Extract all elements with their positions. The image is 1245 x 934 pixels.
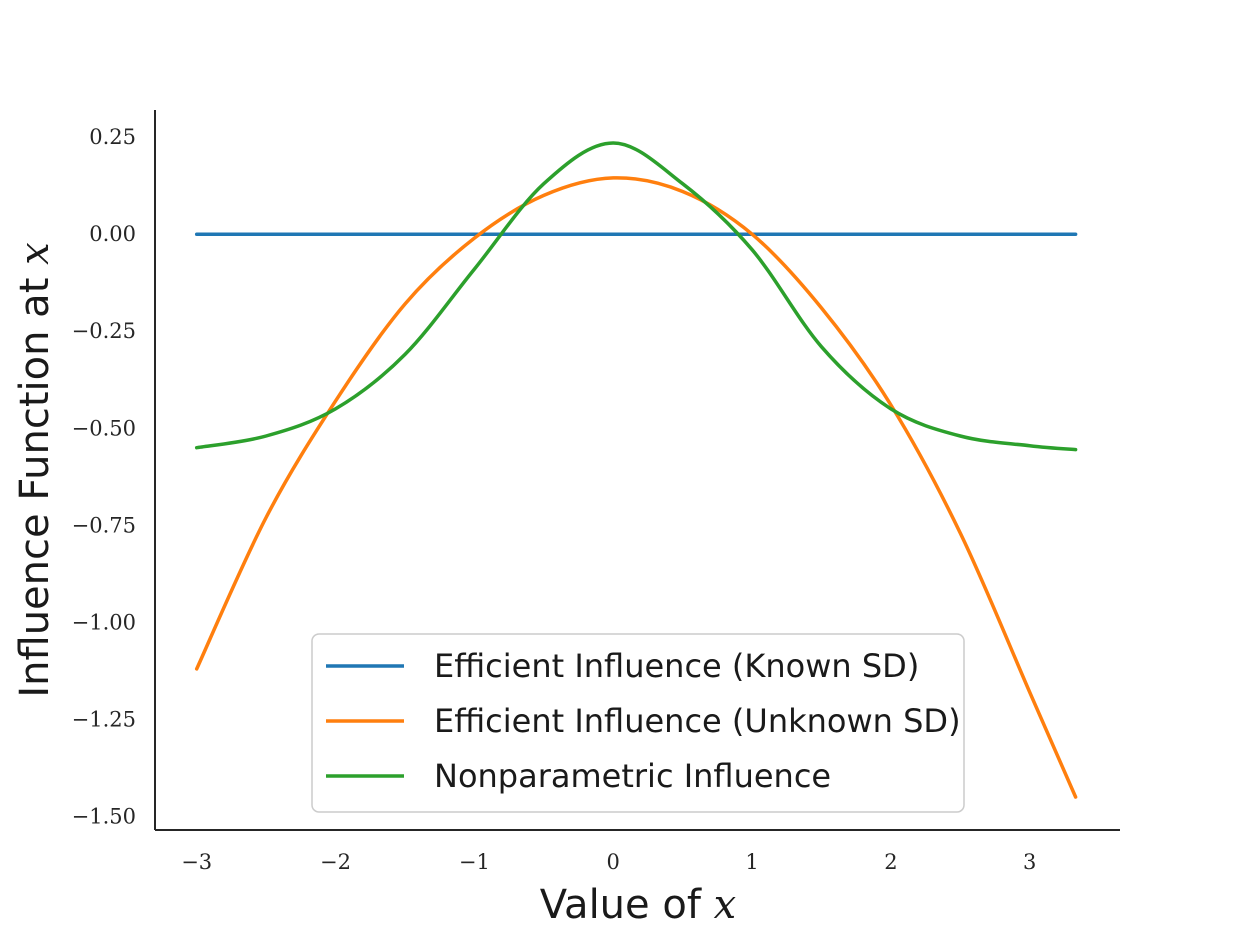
x-tick-labels: −3 −2 −1 0 1 2 3 bbox=[181, 850, 1036, 874]
x-tick-label: 0 bbox=[607, 850, 620, 874]
x-tick-label: 1 bbox=[745, 850, 758, 874]
y-tick-label: 0.00 bbox=[89, 222, 136, 246]
x-axis-label: Value of x bbox=[540, 882, 736, 928]
series-line-2 bbox=[194, 176, 1078, 799]
x-tick-label: −3 bbox=[181, 850, 212, 874]
legend-label: Efficient Influence (Unknown SD) bbox=[434, 702, 961, 740]
x-tick-label: −1 bbox=[459, 850, 490, 874]
x-tick-label: 3 bbox=[1023, 850, 1036, 874]
y-tick-label: −1.50 bbox=[72, 804, 136, 828]
plot-lines bbox=[194, 141, 1078, 799]
series-line-3 bbox=[194, 141, 1078, 452]
y-tick-label: −1.25 bbox=[72, 707, 136, 731]
y-tick-label: −1.00 bbox=[72, 610, 136, 634]
x-tick-label: −2 bbox=[320, 850, 351, 874]
y-tick-label: −0.75 bbox=[72, 513, 136, 537]
y-axis-label: Influence Function at x bbox=[12, 242, 58, 697]
y-tick-label: −0.50 bbox=[72, 416, 136, 440]
y-tick-label: −0.25 bbox=[72, 319, 136, 343]
legend-box bbox=[311, 633, 965, 813]
y-tick-label: 0.25 bbox=[89, 125, 136, 149]
legend-label: Nonparametric Influence bbox=[434, 757, 831, 795]
x-tick-label: 2 bbox=[884, 850, 897, 874]
legend: Efficient Influence (Known SD) Efficient … bbox=[311, 633, 965, 813]
legend-label: Efficient Influence (Known SD) bbox=[434, 647, 919, 685]
y-tick-labels: 0.25 0.00 −0.25 −0.50 −0.75 −1.00 −1.25 −1.50 bbox=[72, 125, 136, 828]
